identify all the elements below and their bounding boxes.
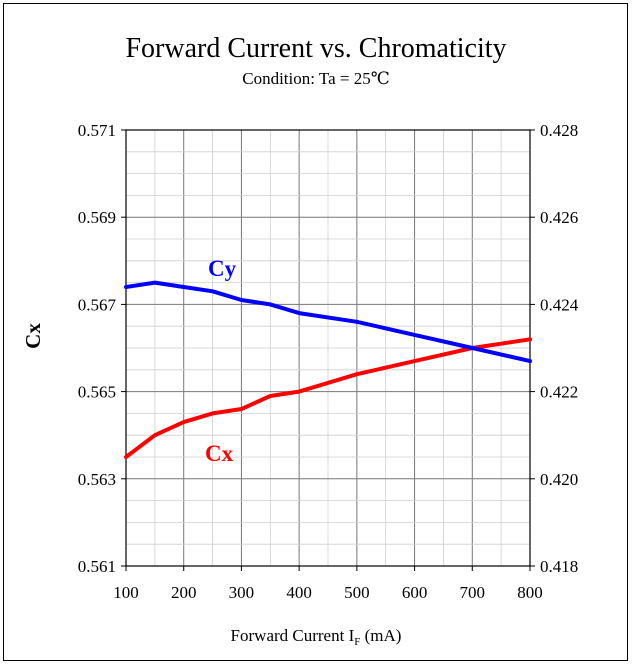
x-axis-label-subscript: F [354,636,360,648]
series-line-cx [124,337,532,459]
chart-frame [3,3,628,661]
grid-lines [126,130,530,566]
y-tick-label-right: 0.424 [540,295,579,314]
series-label-cy: Cy [208,256,237,281]
y-tick-label-right: 0.420 [540,470,578,489]
tick-labels: 100 200 300 400 500 600 700 800 0.561 0.563 0.565 0… [78,121,579,602]
y-tick-label-right: 0.428 [540,121,578,140]
x-axis-label-main: Forward Current I [231,626,355,645]
y-tick-label-left: 0.567 [78,295,117,314]
y-tick-label-left: 0.561 [78,557,116,576]
y-axis-label: Cx [21,323,45,349]
y-tick-label-right: 0.426 [540,208,578,227]
x-tick-label: 500 [344,583,370,602]
x-tick-label: 400 [286,583,312,602]
y-tick-label-right: 0.418 [540,557,578,576]
y-tick-label-left: 0.569 [78,208,116,227]
x-tick-label: 600 [402,583,428,602]
x-axis-label-unit: (mA) [360,626,401,645]
plot-area-border [125,129,531,567]
series-label-cx: Cx [205,441,234,466]
x-tick-label: 300 [229,583,255,602]
x-tick-label: 100 [113,583,139,602]
x-tick-label: 200 [171,583,197,602]
series-layer [124,280,532,459]
y-tick-label-left: 0.565 [78,383,116,402]
chart-subtitle: Condition: Ta = 25℃ [242,69,390,88]
y-tick-label-left: 0.563 [78,470,116,489]
series-line-cy [124,280,532,364]
x-tick-label: 800 [517,583,543,602]
chart-title: Forward Current vs. Chromaticity [125,33,506,64]
y-tick-label-left: 0.571 [78,121,116,140]
x-tick-label: 700 [460,583,486,602]
y-tick-label-right: 0.422 [540,383,578,402]
x-axis-label: Forward Current IF (mA) [231,626,402,648]
